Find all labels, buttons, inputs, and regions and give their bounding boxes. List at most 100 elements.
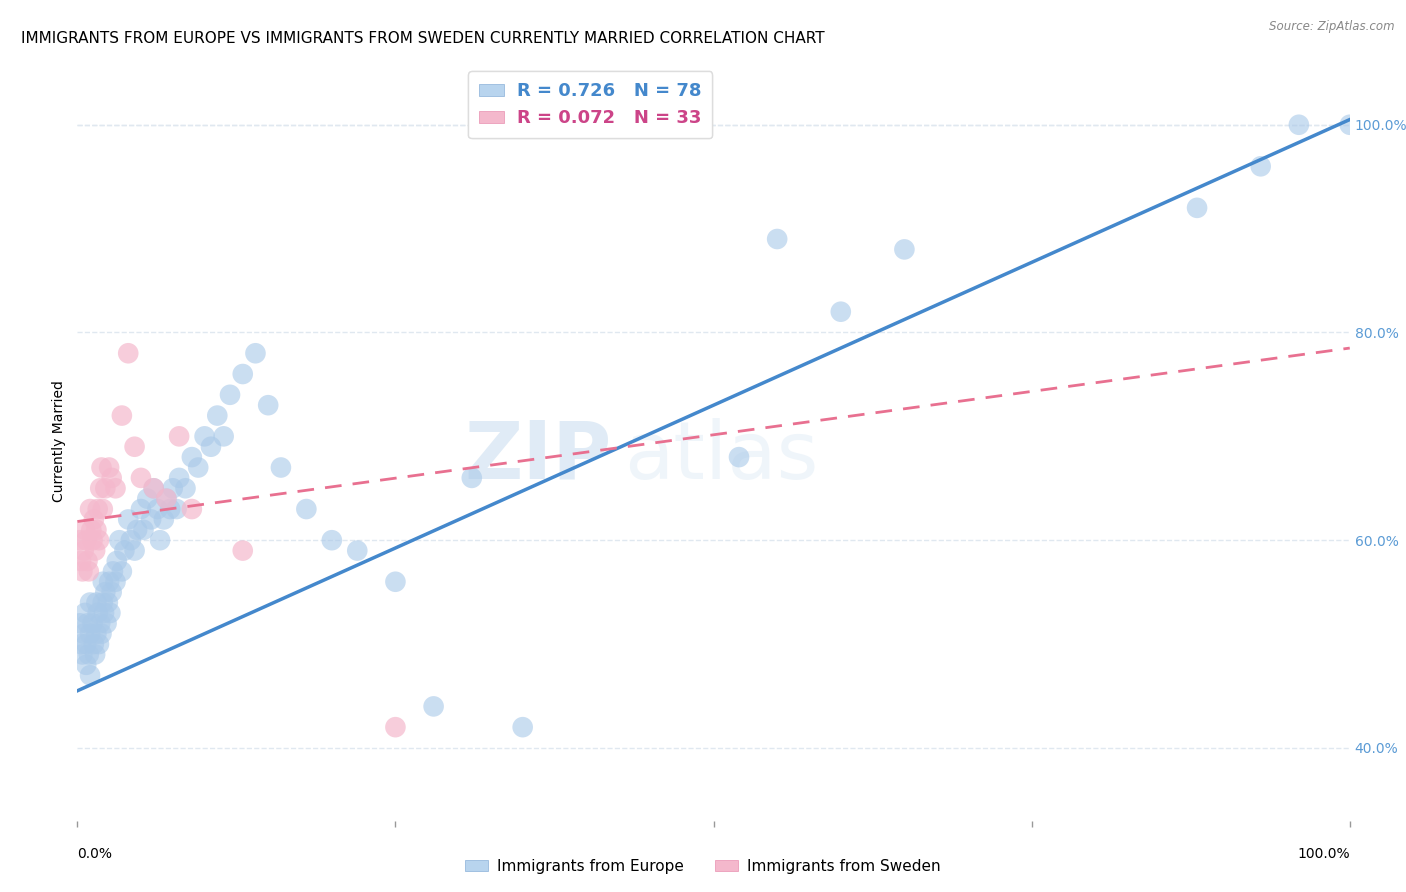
Point: [86, 626, 108, 640]
Point: [120, 533, 142, 548]
Point: [97, 595, 120, 609]
Point: [70, 637, 93, 651]
Point: [162, 481, 184, 495]
Point: [257, 398, 280, 412]
Point: [79, 626, 101, 640]
Point: [321, 533, 343, 548]
Point: [384, 720, 406, 734]
Point: [84, 543, 107, 558]
Point: [232, 367, 254, 381]
Y-axis label: Currently Married: Currently Married: [52, 381, 66, 502]
Point: [80, 523, 103, 537]
Point: [96, 616, 118, 631]
Point: [180, 502, 202, 516]
Point: [124, 543, 146, 558]
Point: [86, 502, 108, 516]
Point: [295, 502, 318, 516]
Point: [187, 460, 209, 475]
Point: [79, 502, 101, 516]
Point: [117, 346, 139, 360]
Point: [86, 606, 108, 620]
Point: [94, 585, 117, 599]
Point: [76, 554, 98, 568]
Point: [167, 429, 190, 443]
Point: [69, 616, 91, 631]
Point: [76, 616, 98, 631]
Point: [75, 637, 97, 651]
Point: [91, 574, 114, 589]
Point: [1288, 118, 1310, 132]
Point: [111, 409, 134, 423]
Point: [149, 533, 172, 548]
Point: [84, 648, 107, 662]
Point: [79, 595, 101, 609]
Point: [129, 502, 152, 516]
Text: IMMIGRANTS FROM EUROPE VS IMMIGRANTS FROM SWEDEN CURRENTLY MARRIED CORRELATION C: IMMIGRANTS FROM EUROPE VS IMMIGRANTS FRO…: [21, 31, 825, 46]
Legend: Immigrants from Europe, Immigrants from Sweden: Immigrants from Europe, Immigrants from …: [460, 853, 946, 880]
Point: [82, 533, 104, 548]
Point: [146, 502, 169, 516]
Point: [100, 471, 122, 485]
Text: atlas: atlas: [624, 417, 818, 496]
Point: [245, 346, 267, 360]
Point: [94, 481, 117, 495]
Point: [72, 648, 94, 662]
Point: [75, 533, 97, 548]
Point: [93, 606, 115, 620]
Point: [86, 523, 108, 537]
Point: [155, 491, 177, 506]
Point: [77, 565, 100, 579]
Text: 0.0%: 0.0%: [77, 847, 112, 861]
Point: [512, 720, 534, 734]
Point: [105, 554, 128, 568]
Point: [87, 533, 110, 548]
Point: [422, 699, 444, 714]
Point: [86, 595, 108, 609]
Point: [132, 523, 155, 537]
Point: [270, 460, 292, 475]
Point: [104, 481, 127, 495]
Point: [346, 543, 368, 558]
Point: [200, 440, 222, 454]
Point: [87, 637, 110, 651]
Point: [73, 626, 96, 640]
Point: [461, 471, 484, 485]
Point: [69, 533, 91, 548]
Point: [83, 512, 105, 526]
Point: [728, 450, 751, 464]
Point: [70, 554, 93, 568]
Point: [98, 574, 121, 589]
Point: [100, 606, 122, 620]
Point: [142, 481, 165, 495]
Point: [79, 668, 101, 682]
Point: [766, 232, 789, 246]
Point: [91, 502, 114, 516]
Point: [73, 543, 96, 558]
Point: [142, 481, 165, 495]
Point: [893, 243, 915, 257]
Point: [219, 388, 242, 402]
Point: [153, 512, 176, 526]
Point: [174, 481, 197, 495]
Point: [384, 574, 406, 589]
Point: [212, 429, 235, 443]
Point: [127, 523, 149, 537]
Point: [180, 450, 202, 464]
Point: [1185, 201, 1208, 215]
Point: [90, 460, 112, 475]
Point: [1250, 159, 1272, 173]
Text: 100.0%: 100.0%: [1298, 847, 1350, 861]
Point: [166, 502, 188, 516]
Text: ZIP: ZIP: [464, 417, 612, 496]
Point: [232, 543, 254, 558]
Point: [167, 471, 190, 485]
Point: [72, 565, 94, 579]
Point: [136, 491, 159, 506]
Point: [129, 471, 152, 485]
Text: Source: ZipAtlas.com: Source: ZipAtlas.com: [1270, 20, 1395, 33]
Point: [100, 585, 122, 599]
Point: [830, 304, 852, 318]
Point: [117, 512, 139, 526]
Point: [75, 657, 97, 672]
Point: [83, 637, 105, 651]
